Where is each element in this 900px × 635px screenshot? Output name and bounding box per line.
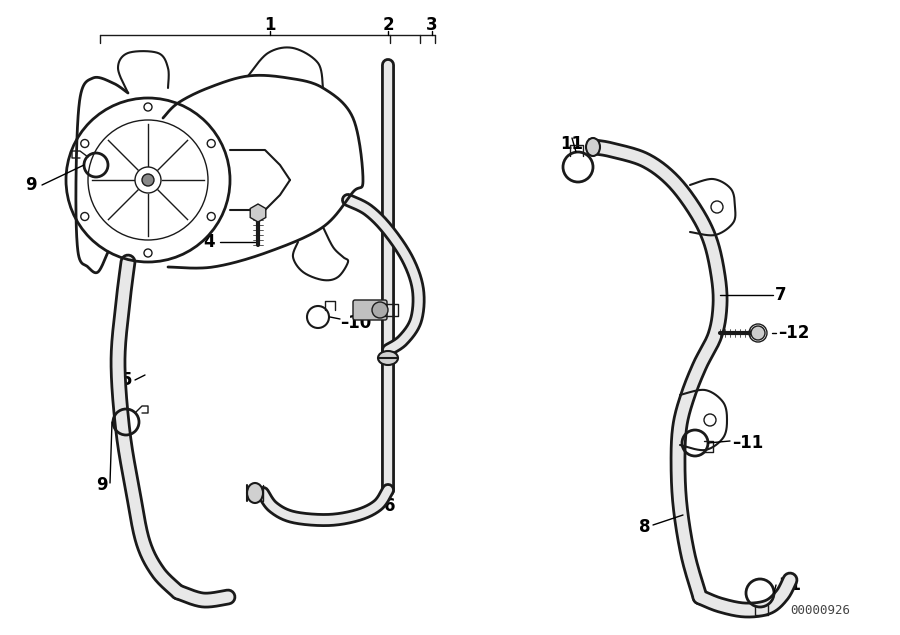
Ellipse shape xyxy=(247,483,263,503)
Ellipse shape xyxy=(586,138,600,156)
Text: 7: 7 xyxy=(775,286,787,304)
Text: 11: 11 xyxy=(561,135,583,153)
FancyBboxPatch shape xyxy=(353,300,387,320)
Text: 00000926: 00000926 xyxy=(790,603,850,617)
Text: 5: 5 xyxy=(121,371,132,389)
Circle shape xyxy=(135,167,161,193)
Text: 9: 9 xyxy=(25,176,37,194)
Text: 4: 4 xyxy=(203,233,215,251)
Text: 9: 9 xyxy=(96,476,108,494)
Text: 2: 2 xyxy=(382,16,394,34)
Text: 8: 8 xyxy=(638,518,650,536)
Text: –12: –12 xyxy=(778,324,809,342)
Circle shape xyxy=(81,213,89,220)
Text: –11: –11 xyxy=(732,434,763,452)
Ellipse shape xyxy=(378,351,398,365)
Ellipse shape xyxy=(751,326,765,340)
Polygon shape xyxy=(250,204,266,222)
Circle shape xyxy=(207,140,215,147)
Circle shape xyxy=(81,140,89,147)
Circle shape xyxy=(142,174,154,186)
Text: 11: 11 xyxy=(778,576,801,594)
Text: 3: 3 xyxy=(427,16,437,34)
Circle shape xyxy=(704,414,716,426)
Text: –10: –10 xyxy=(340,314,371,332)
Circle shape xyxy=(711,201,723,213)
Circle shape xyxy=(144,103,152,111)
Circle shape xyxy=(372,302,388,318)
Text: 1: 1 xyxy=(265,16,275,34)
Circle shape xyxy=(207,213,215,220)
Text: 6: 6 xyxy=(384,497,396,515)
Circle shape xyxy=(144,249,152,257)
